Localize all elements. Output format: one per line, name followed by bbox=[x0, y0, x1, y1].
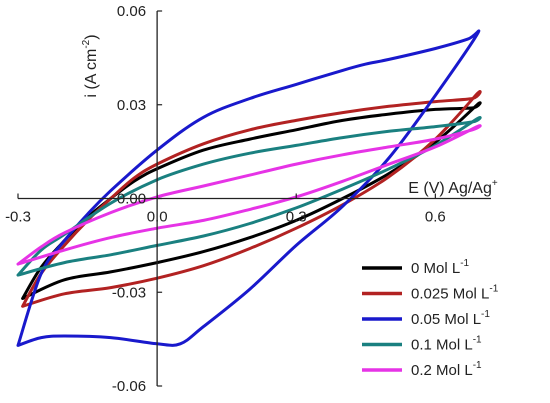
x-axis-label: E (V) Ag/Ag+ bbox=[408, 178, 498, 197]
y-axis-label-sup: -2 bbox=[81, 39, 92, 48]
y-tick-label: 0.00 bbox=[117, 191, 146, 208]
x-tick-label: 0.3 bbox=[286, 209, 307, 226]
legend-label: 0 Mol L-1 bbox=[411, 258, 470, 277]
y-axis-label-main: i (A cm bbox=[83, 49, 100, 98]
y-tick-label: 0.03 bbox=[117, 97, 146, 114]
series-line-0-1-mol-l bbox=[16, 115, 482, 277]
y-axis-label-close: ) bbox=[83, 34, 100, 39]
x-tick-label: -0.3 bbox=[5, 209, 31, 226]
legend-label-main: 0.2 Mol L bbox=[411, 362, 473, 379]
legend-label: 0.025 Mol L-1 bbox=[411, 284, 499, 303]
y-tick-label: -0.06 bbox=[112, 378, 146, 395]
legend-label-main: 0.025 Mol L bbox=[411, 286, 489, 303]
legend-label-sup: -1 bbox=[473, 360, 482, 371]
x-axis-label-sup: + bbox=[492, 178, 498, 189]
legend-label-main: 0.1 Mol L bbox=[411, 337, 473, 354]
y-tick-label: 0.06 bbox=[117, 3, 146, 20]
legend-label: 0.1 Mol L-1 bbox=[411, 335, 482, 354]
legend-label-sup: -1 bbox=[489, 284, 498, 295]
legend-label: 0.05 Mol L-1 bbox=[411, 309, 490, 328]
axis-ticks-group: -0.3 0.0 0.3 0.6 0.06 0.03 0.00 -0.03 -0.06 bbox=[5, 3, 446, 395]
series-line-0-05-mol-l bbox=[16, 29, 481, 347]
legend-label-main: 0 Mol L bbox=[411, 260, 460, 277]
x-tick-label: 0.0 bbox=[147, 209, 168, 226]
y-axis-label: i (A cm-2) bbox=[81, 34, 100, 97]
y-tick-label: -0.03 bbox=[112, 284, 146, 301]
legend-label-main: 0.05 Mol L bbox=[411, 311, 481, 328]
legend-label-sup: -1 bbox=[460, 258, 469, 269]
series-line-0-2-mol-l bbox=[16, 124, 482, 266]
x-tick-label: 0.6 bbox=[425, 209, 446, 226]
legend-label: 0.2 Mol L-1 bbox=[411, 360, 482, 379]
legend: 0 Mol L-10.025 Mol L-10.05 Mol L-10.1 Mo… bbox=[362, 258, 499, 379]
legend-label-sup: -1 bbox=[473, 335, 482, 346]
legend-label-sup: -1 bbox=[481, 309, 490, 320]
x-axis-label-main: E (V) Ag/Ag bbox=[408, 180, 492, 197]
